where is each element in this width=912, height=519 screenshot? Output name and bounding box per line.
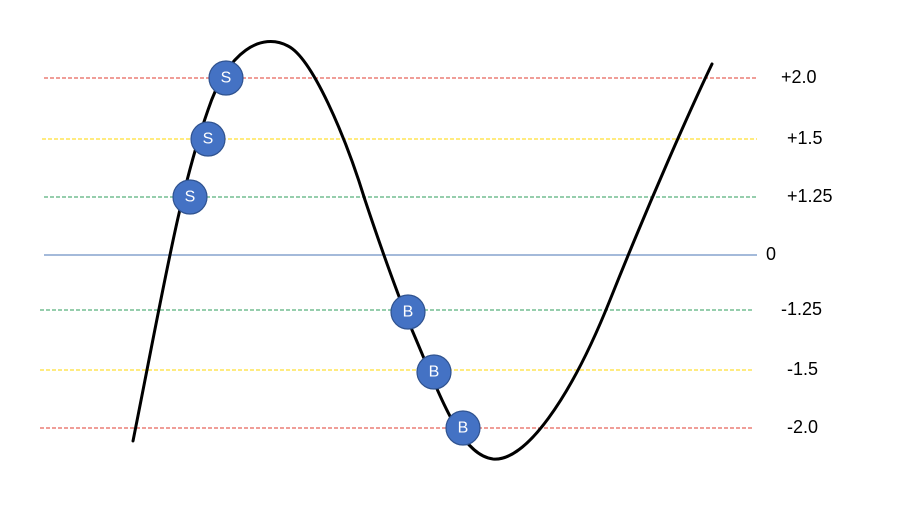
level-label-plus-1-5: +1.5 bbox=[787, 128, 823, 148]
trade-markers: S S S B B B bbox=[172, 60, 481, 446]
sell-marker-circle bbox=[190, 121, 226, 157]
sell-marker-circle bbox=[172, 179, 208, 215]
sell-marker: S bbox=[190, 121, 226, 157]
buy-marker: B bbox=[445, 410, 481, 446]
level-labels: +2.0 +1.5 +1.25 0 -1.25 -1.5 -2.0 bbox=[766, 67, 833, 437]
threshold-lines bbox=[40, 77, 757, 429]
buy-marker-letter: B bbox=[429, 364, 440, 381]
level-label-plus-1-25: +1.25 bbox=[787, 186, 833, 206]
buy-marker-circle bbox=[445, 410, 481, 446]
level-label-plus-2: +2.0 bbox=[781, 67, 817, 87]
sell-marker-letter: S bbox=[185, 189, 196, 206]
buy-marker: B bbox=[390, 294, 426, 330]
buy-marker-circle bbox=[390, 294, 426, 330]
level-label-minus-2: -2.0 bbox=[787, 417, 818, 437]
buy-marker: B bbox=[416, 354, 452, 390]
buy-marker-circle bbox=[416, 354, 452, 390]
sell-marker: S bbox=[172, 179, 208, 215]
sell-marker-letter: S bbox=[203, 131, 214, 148]
buy-marker-letter: B bbox=[403, 304, 414, 321]
level-label-minus-1-25: -1.25 bbox=[781, 299, 822, 319]
sell-marker-circle bbox=[208, 60, 244, 96]
level-label-minus-1-5: -1.5 bbox=[787, 359, 818, 379]
buy-marker-letter: B bbox=[458, 420, 469, 437]
oscillation-curve bbox=[131, 40, 714, 461]
sell-marker-letter: S bbox=[221, 70, 232, 87]
sell-marker: S bbox=[208, 60, 244, 96]
level-label-zero: 0 bbox=[766, 244, 776, 264]
